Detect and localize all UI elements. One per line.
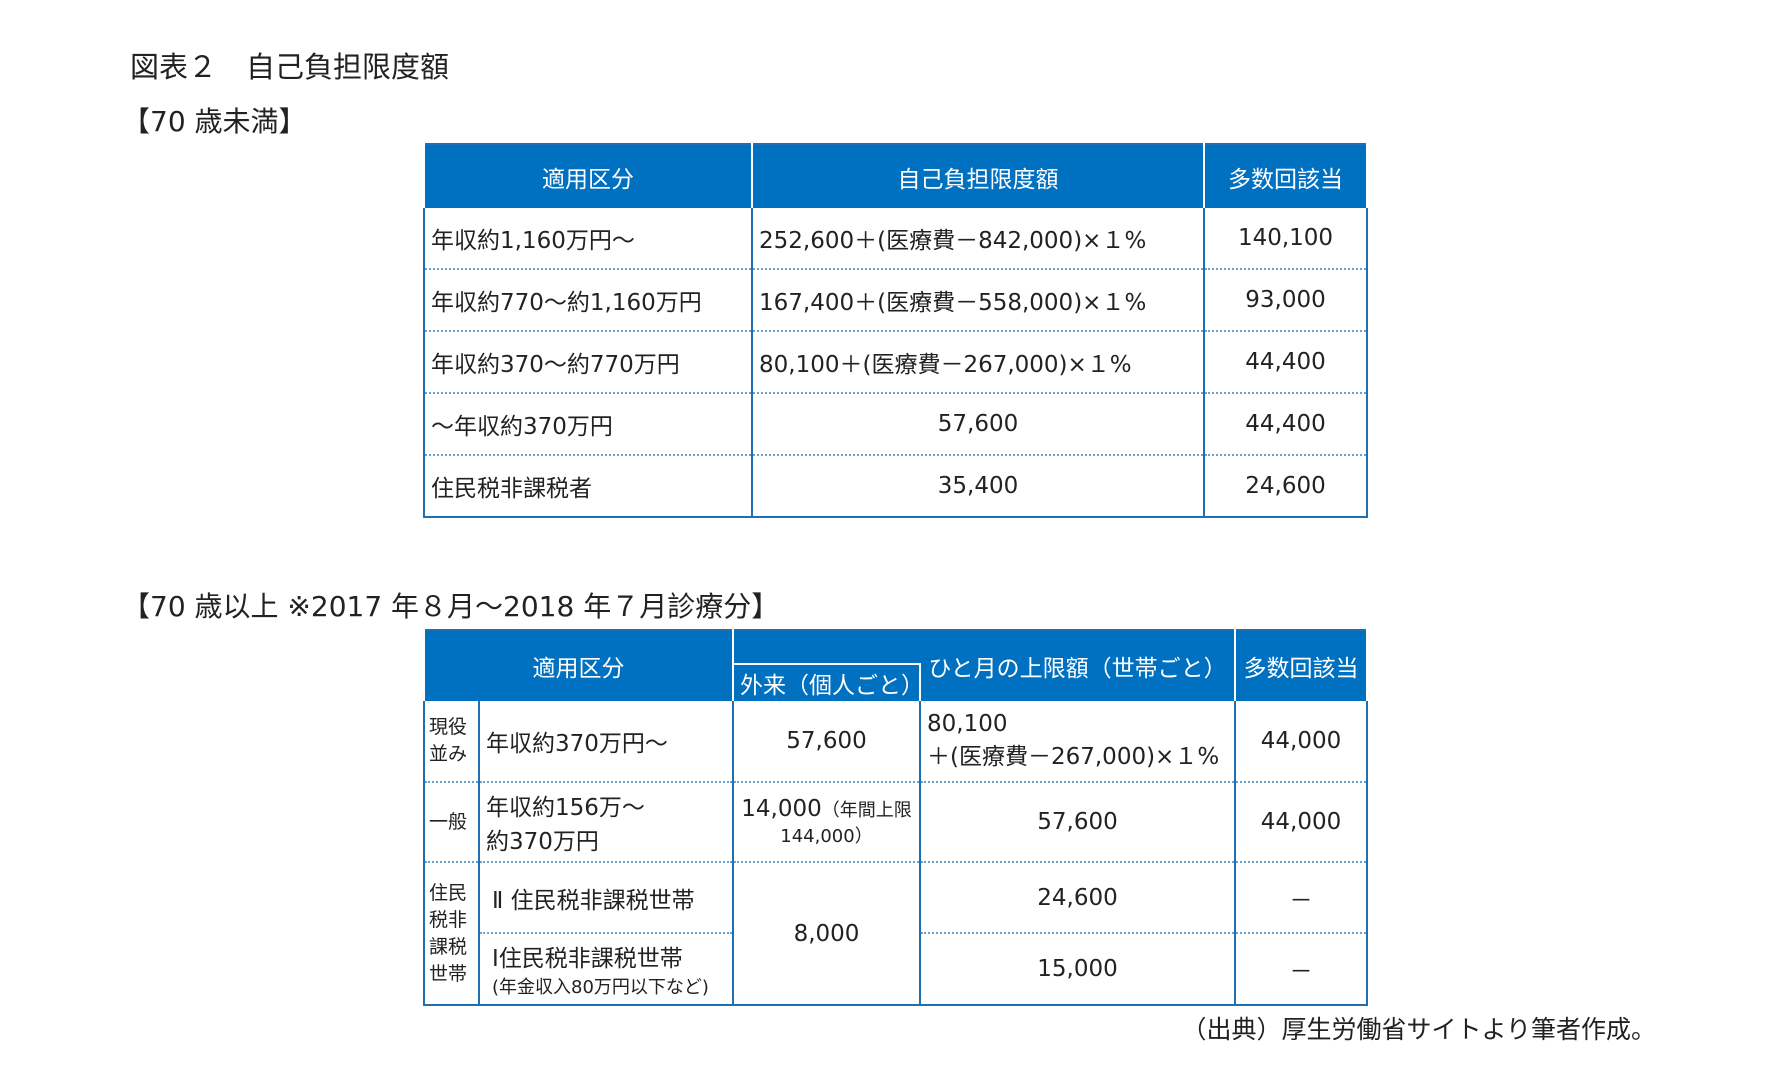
table-row: Ⅰ住民税非課税世帯 (年金収入80万円以下など) 15,000 － — [424, 933, 1368, 1005]
income-line: 約370万円 — [486, 829, 599, 855]
limit-cell: 80,100＋(医療費－267,000)×１% — [751, 331, 1205, 394]
income-cell: Ⅱ 住民税非課税世帯 — [478, 862, 734, 934]
table-row: 住民 税非 課税 世帯 Ⅱ 住民税非課税世帯 8,000 24,600 － — [423, 862, 1368, 1005]
multiple-cell: 93,000 — [1203, 269, 1368, 332]
monthly-cell: 24,600 — [919, 862, 1236, 934]
table-70-plus: 適用区分 ひと月の上限額（世帯ごと） 多数回該当 外来（個人ごと） 現役並み 年… — [423, 629, 1368, 1006]
multiple-cell: － — [1234, 933, 1368, 1005]
figure-title: 図表２ 自己負担限度額 — [130, 50, 450, 84]
header-monthly: ひと月の上限額（世帯ごと） — [920, 630, 1236, 701]
income-cell: 年収約370万円～ — [478, 701, 734, 783]
monthly-line: ＋(医療費－267,000)×１% — [927, 744, 1220, 770]
monthly-cell: 57,600 — [919, 782, 1236, 863]
section-70-plus: 【70 歳以上 ※2017 年８月～2018 年７月診療分】 — [122, 590, 780, 623]
outpatient-note: （年間上限 — [821, 800, 912, 821]
multiple-cell: 140,100 — [1203, 208, 1368, 270]
table-row: 年収約1,160万円～ 252,600＋(医療費－842,000)×１% 140,1… — [423, 208, 1368, 270]
category-cell: 年収約370～約770万円 — [423, 331, 753, 394]
outpatient-cell: 57,600 — [732, 701, 921, 783]
multiple-cell: 44,000 — [1234, 701, 1368, 783]
outpatient-value: 14,000 — [741, 796, 822, 822]
header-limit: 自己負担限度額 — [751, 144, 1205, 208]
group-label: 現役並み — [423, 701, 480, 783]
category-cell: 年収約1,160万円～ — [423, 208, 753, 270]
income-line: Ⅰ住民税非課税世帯 — [492, 946, 683, 972]
table-row: 現役並み 年収約370万円～ 57,600 80,100 ＋(医療費－267,00… — [423, 701, 1368, 783]
table-row: ～年収約370万円 57,600 44,400 — [423, 393, 1368, 456]
group-label: 一般 — [423, 782, 480, 863]
limit-cell: 252,600＋(医療費－842,000)×１% — [751, 208, 1205, 270]
header-outpatient: 外来（個人ごと） — [732, 663, 924, 701]
table-row: 一般 年収約156万～ 約370万円 14,000（年間上限 144,000） 57… — [423, 782, 1368, 863]
outpatient-cell: 8,000 — [732, 862, 921, 1005]
multiple-cell: － — [1234, 862, 1368, 934]
income-note: (年金収入80万円以下など) — [492, 977, 709, 998]
outpatient-cell: 14,000（年間上限 144,000） — [732, 782, 921, 863]
header-category: 適用区分 — [423, 630, 734, 701]
income-cell: 年収約156万～ 約370万円 — [478, 782, 734, 863]
table-row: 住民税非課税者 35,400 24,600 — [423, 455, 1368, 517]
monthly-cell: 80,100 ＋(医療費－267,000)×１% — [919, 701, 1236, 783]
table-row: 年収約770～約1,160万円 167,400＋(医療費－558,000)×１% 9… — [423, 269, 1368, 332]
multiple-cell: 44,400 — [1203, 393, 1368, 456]
table-under-70: 適用区分 自己負担限度額 多数回該当 年収約1,160万円～ 252,600＋(医… — [423, 143, 1368, 518]
header-multiple: 多数回該当 — [1203, 144, 1368, 208]
multiple-cell: 44,000 — [1234, 782, 1368, 863]
monthly-line: 80,100 — [927, 711, 1008, 737]
category-cell: 年収約770～約1,160万円 — [423, 269, 753, 332]
limit-cell: 167,400＋(医療費－558,000)×１% — [751, 269, 1205, 332]
table-header: 適用区分 自己負担限度額 多数回該当 — [423, 144, 1368, 208]
multiple-cell: 24,600 — [1203, 455, 1368, 517]
multiple-cell: 44,400 — [1203, 331, 1368, 394]
group-label: 住民 税非 課税 世帯 — [423, 862, 480, 1005]
source-note: （出典）厚生労働省サイトより筆者作成。 — [1181, 1015, 1656, 1044]
section-under-70: 【70 歳未満】 — [122, 105, 307, 138]
header-multiple: 多数回該当 — [1234, 630, 1368, 701]
category-cell: 住民税非課税者 — [423, 455, 753, 517]
header-category: 適用区分 — [423, 144, 753, 208]
outpatient-note: 144,000） — [780, 826, 873, 847]
income-cell: Ⅰ住民税非課税世帯 (年金収入80万円以下など) — [478, 933, 734, 1005]
monthly-cell: 15,000 — [919, 933, 1236, 1005]
income-line: 年収約156万～ — [486, 795, 645, 821]
limit-cell: 57,600 — [751, 393, 1205, 456]
limit-cell: 35,400 — [751, 455, 1205, 517]
table-row: 年収約370～約770万円 80,100＋(医療費－267,000)×１% 44,4… — [423, 331, 1368, 394]
category-cell: ～年収約370万円 — [423, 393, 753, 456]
